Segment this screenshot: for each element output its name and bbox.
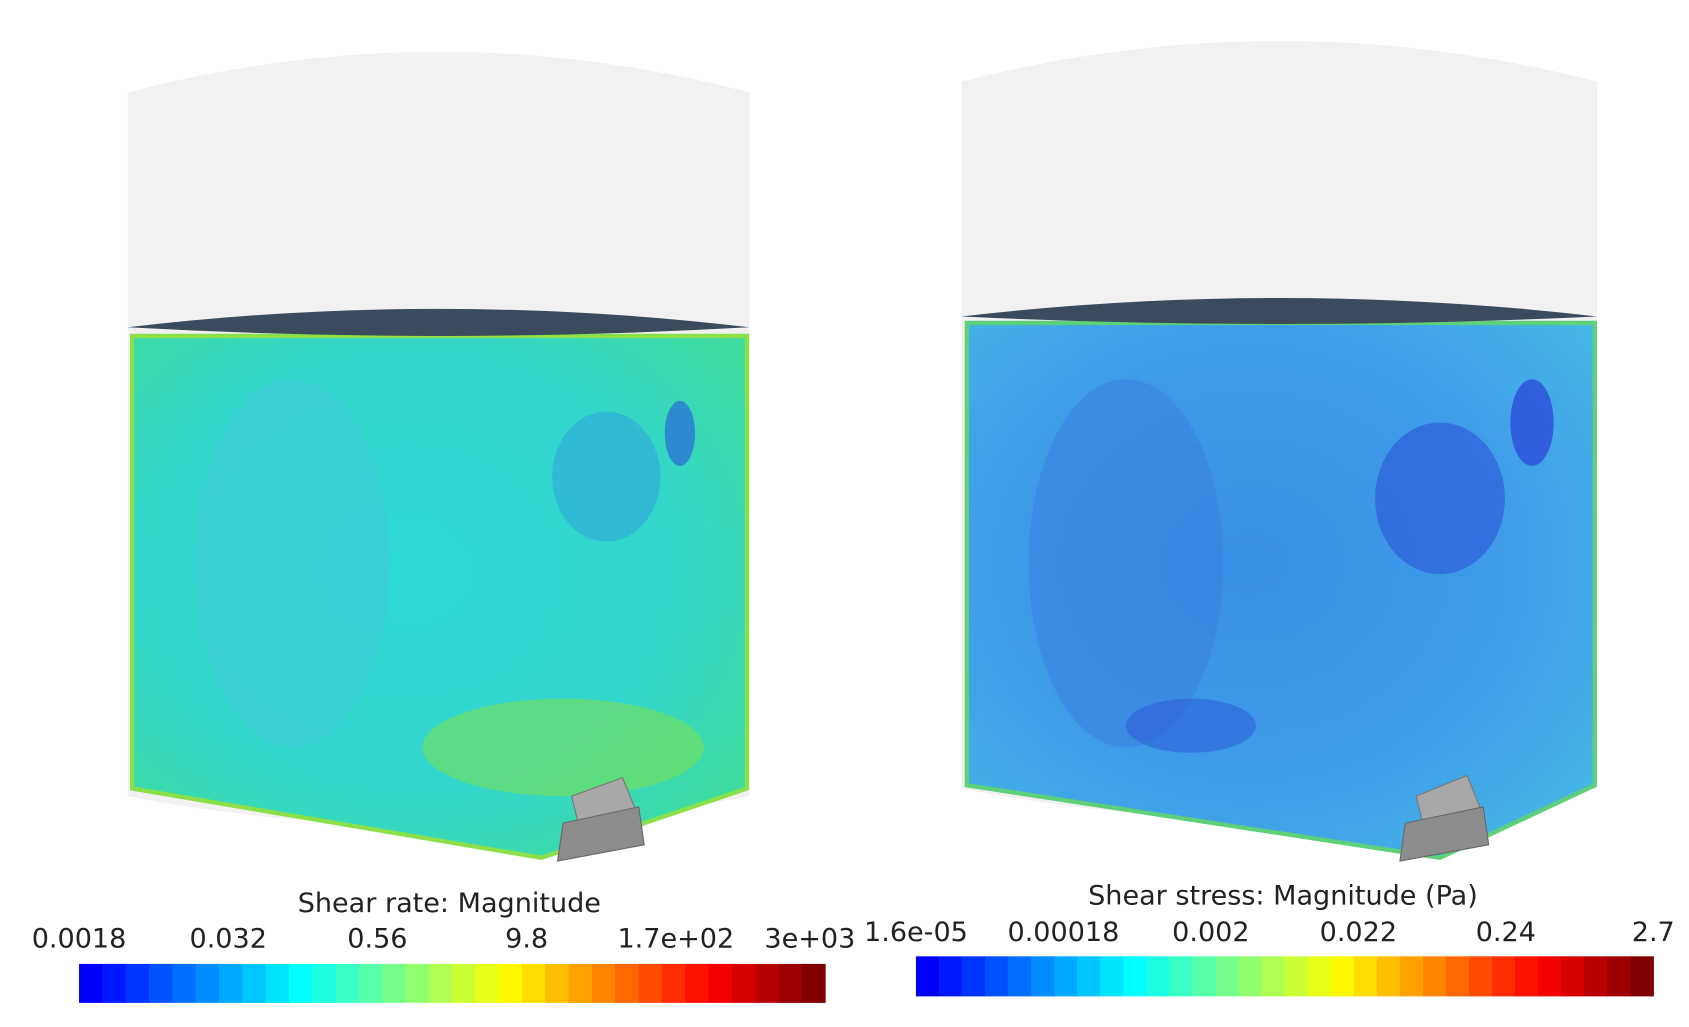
colorbar-tick-label: 3e+03 [764,924,855,955]
colorbar-swatch [1445,956,1470,997]
liquid-surface [127,308,750,336]
colorbar-swatch [1584,956,1608,997]
colorbar-swatch [1238,956,1263,997]
colorbar-swatch [755,963,780,1003]
colorbar-swatch [615,963,640,1003]
colorbar-swatch [731,963,756,1003]
colorbar-tick-label: 0.24 [1476,917,1536,948]
colorbar-tick-label: 0.0018 [32,924,127,955]
colorbar-swatch [405,963,430,1003]
colorbar-swatch [195,963,220,1003]
colorbar-swatch [1468,956,1493,997]
colorbar-swatch [1100,956,1124,997]
colorbar-swatch [428,963,453,1003]
colorbar-swatch [79,963,103,1003]
colorbar-tick-label: 2.7 [1632,917,1675,948]
flow-blob [194,379,390,748]
colorbar-tick-label: 1.6e-05 [864,917,968,948]
colorbar-swatch [801,963,826,1003]
impeller [1399,806,1490,862]
colorbar-swatch [242,963,267,1003]
flow-blob [1126,698,1256,753]
colorbar-swatch [1538,956,1562,997]
colorbar-swatch [1215,956,1240,997]
colorbar-swatch [938,956,963,997]
colorbar-swatch [218,963,243,1003]
colorbar-swatch [985,956,1009,997]
colorbar-tick-label: 0.022 [1320,917,1397,948]
colorbar-swatch [568,963,593,1003]
colorbar-swatch [1399,956,1424,997]
colorbar-swatch [1353,956,1378,997]
liquid-surface [961,298,1597,325]
colorbar-swatch [1169,956,1194,997]
colorbar-swatch [1491,956,1516,997]
colorbar-tick-label: 0.56 [347,924,407,955]
colorbar-swatch [1054,956,1078,997]
colorbar-swatch [962,956,986,997]
colorbar-swatch [1561,956,1585,997]
colorbar-swatch [1376,956,1401,997]
colorbar-swatch [1284,956,1309,997]
flow-blob [1028,379,1224,748]
colorbar-swatch [685,963,710,1003]
colorbar-swatch [452,963,476,1003]
colorbar-swatch [1123,956,1148,997]
colorbar-swatch [265,963,290,1003]
colorbar-swatch [1192,956,1217,997]
colorbar-swatch [1146,956,1171,997]
colorbar-swatch [498,963,523,1003]
colorbar-swatch [778,963,803,1003]
flow-blob [1375,422,1505,575]
flow-blob [1510,379,1554,466]
colorbar-swatch [708,963,733,1003]
colorbar-swatch [1515,956,1539,997]
tank-right [961,40,1597,862]
colorbar-swatch [915,956,940,997]
colorbar-swatch [335,963,360,1003]
colorbar-swatch [358,963,383,1003]
colorbar-swatch [638,963,663,1003]
colorbar-tick-label: 0.00018 [1007,917,1119,948]
colorbar-swatch [1307,956,1332,997]
flow-blob [664,400,696,466]
colorbar-swatch [1607,956,1631,997]
colorbar-swatch [1077,956,1101,997]
colorbar-swatch [1330,956,1355,997]
colorbar-swatch [1261,956,1286,997]
colorbar-swatch [382,963,407,1003]
colorbar-swatch [102,963,127,1003]
colorbar-swatch [172,963,197,1003]
colorbar-swatch [288,963,313,1003]
colorbar-tick-label: 0.002 [1172,917,1249,948]
colorbar-tick-label: 9.8 [505,924,548,955]
colorbar-title: Shear rate: Magnitude [298,888,601,919]
colorbar-swatch [475,963,500,1003]
colorbar-swatch [148,963,173,1003]
colorbar-swatch [591,963,616,1003]
colorbar-swatch [1008,956,1032,997]
colorbar-title: Shear stress: Magnitude (Pa) [1088,880,1478,911]
flow-blob [422,698,704,797]
colorbar-swatch [125,963,150,1003]
colorbar-swatch [1422,956,1447,997]
colorbar-swatch [661,963,686,1003]
colorbar-swatch [1630,956,1654,997]
colorbar-tick-label: 1.7e+02 [617,924,734,955]
colorbar-tick-label: 0.032 [190,924,267,955]
flow-blob [552,411,661,542]
colorbar-swatch [312,963,337,1003]
tank-left [127,51,750,862]
colorbar-swatch [1031,956,1055,997]
impeller [556,806,645,862]
colorbar-swatch [545,963,570,1003]
colorbar-swatch [521,963,546,1003]
